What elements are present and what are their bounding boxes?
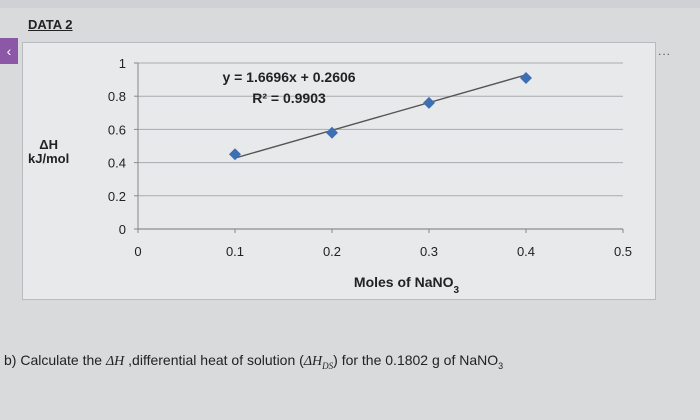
- y-tick-label: 0: [119, 222, 126, 237]
- y-tick-label: 0.8: [108, 89, 126, 104]
- y-axis-label: ΔH kJ/mol: [28, 138, 69, 166]
- question-text: b) Calculate the ΔH ,differential heat o…: [4, 352, 503, 371]
- nano3-subscript: 3: [498, 360, 504, 371]
- x-tick-label: 0.2: [323, 244, 341, 259]
- y-tick-label: 0.6: [108, 122, 126, 137]
- x-tick-label: 0.1: [226, 244, 244, 259]
- delta-h-symbol: ΔH: [105, 354, 125, 369]
- question-middle: ,differential heat of solution (: [124, 352, 304, 368]
- more-options-icon[interactable]: ...: [658, 44, 672, 58]
- x-tick-label: 0.3: [420, 244, 438, 259]
- trendline: [234, 74, 527, 159]
- data-point-1: [326, 126, 338, 139]
- left-chevron-icon[interactable]: ‹: [0, 38, 18, 64]
- question-suffix: ) for the 0.1802 g of NaNO: [333, 352, 499, 368]
- browser-top-strip: [0, 0, 700, 8]
- x-axis-label: Moles of NaNO3: [354, 274, 460, 296]
- data-point-2: [423, 96, 435, 109]
- data-title: DATA 2: [28, 17, 73, 32]
- scatter-chart: 0 0.2 0.4 0.6 0.8 1 0 0.1 0.2 0.3 0.4 0.5 Moles of N…: [108, 56, 632, 296]
- y-tick-label: 1: [119, 56, 126, 71]
- trendline-equation: y = 1.6696x + 0.2606: [222, 69, 355, 85]
- delta-h-ds-symbol: ΔH: [303, 354, 323, 369]
- data-point-3: [520, 71, 532, 84]
- x-tick-label: 0.4: [517, 244, 535, 259]
- x-tick-label: 0.5: [614, 244, 632, 259]
- y-tick-label: 0.2: [108, 189, 126, 204]
- r-squared-label: R² = 0.9903: [252, 90, 326, 106]
- ds-subscript: DS: [322, 360, 334, 371]
- data-point-0: [229, 148, 241, 161]
- y-axis-label-line1: ΔH: [39, 137, 58, 152]
- chart-panel: 0 0.2 0.4 0.6 0.8 1 0 0.1 0.2 0.3 0.4 0.5 Moles of N…: [22, 42, 656, 300]
- question-prefix: b) Calculate the: [4, 352, 106, 368]
- y-tick-label: 0.4: [108, 156, 126, 171]
- x-tick-label: 0: [134, 244, 141, 259]
- y-axis-label-line2: kJ/mol: [28, 151, 70, 166]
